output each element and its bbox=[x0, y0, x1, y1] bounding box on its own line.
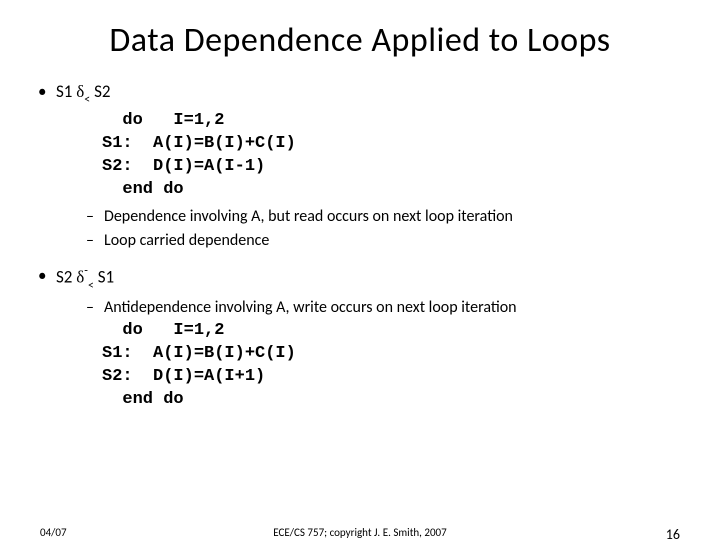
slide-title: Data Dependence Applied to Loops bbox=[30, 20, 690, 61]
footer-copyright: ECE/CS 757; copyright J. E. Smith, 2007 bbox=[0, 526, 720, 539]
section1-bullet-a: Dependence involving A, but read occurs … bbox=[30, 206, 690, 228]
spacer bbox=[30, 253, 690, 265]
s2-post: S1 bbox=[94, 267, 114, 288]
footer-page-number: 16 bbox=[666, 526, 680, 540]
delta-sub: < bbox=[84, 93, 90, 107]
section1-code: do I=1,2 S1: A(I)=B(I)+C(I) S2: D(I)=A(I… bbox=[30, 110, 690, 202]
section2-header: S2 δ-< S1 bbox=[30, 265, 690, 292]
section2-bullet-a: Antidependence involving A, write occurs… bbox=[30, 297, 690, 319]
s2-pre: S2 bbox=[56, 267, 76, 288]
section2-code: do I=1,2 S1: A(I)=B(I)+C(I) S2: D(I)=A(I… bbox=[30, 320, 690, 412]
slide-container: Data Dependence Applied to Loops S1 δ< S… bbox=[0, 0, 720, 540]
slide-content: S1 δ< S2 do I=1,2 S1: A(I)=B(I)+C(I) S2:… bbox=[30, 81, 690, 412]
delta-sup: - bbox=[84, 264, 88, 278]
s1-post: S2 bbox=[90, 81, 110, 102]
section1-header: S1 δ< S2 bbox=[30, 81, 690, 106]
section1-bullet-b: Loop carried dependence bbox=[30, 230, 690, 252]
delta-sub-2: < bbox=[88, 279, 94, 293]
s1-pre: S1 bbox=[56, 81, 76, 102]
